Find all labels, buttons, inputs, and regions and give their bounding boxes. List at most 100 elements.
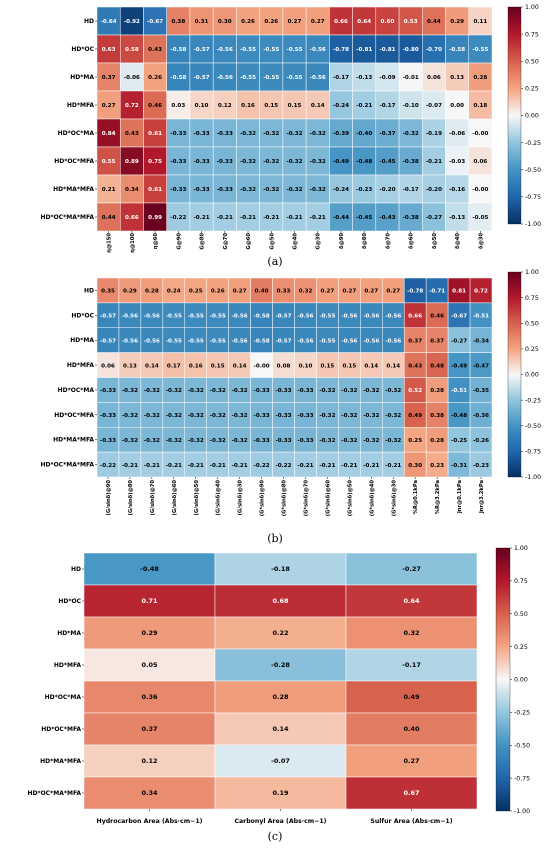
cell-value-label: -0.55 <box>166 314 182 320</box>
cell-value-label: -0.33 <box>100 438 116 444</box>
cell-value-label: 0.63 <box>102 47 116 53</box>
cell-value-label: -0.32 <box>232 388 248 394</box>
cell-value-label: -0.32 <box>341 413 357 419</box>
column-label: δ@60 <box>409 233 415 249</box>
cell-value-label: 0.14 <box>311 103 325 109</box>
heatmap-cell <box>214 584 347 618</box>
cell-value-label: -0.03 <box>449 159 465 165</box>
cell-value-label: -0.58 <box>449 47 465 53</box>
colorbar-tick-label: 0.75 <box>525 295 539 302</box>
cell-value-label: -0.16 <box>449 187 465 193</box>
colorbar-tick-label: -0.50 <box>525 167 541 174</box>
cell-value-label: -0.21 <box>263 215 279 221</box>
cell-value-label: -0.22 <box>100 463 116 469</box>
cell-value-label: -0.07 <box>426 103 442 109</box>
cell-value-label: -0.36 <box>473 413 489 419</box>
cell-value-label: 0.44 <box>102 215 116 221</box>
cell-value-label: 0.26 <box>241 19 255 25</box>
cell-value-label: -0.32 <box>232 438 248 444</box>
cell-value-label: -0.13 <box>449 215 465 221</box>
cell-value-label: -0.55 <box>210 338 226 344</box>
cell-value-label: 0.43 <box>408 363 422 369</box>
cell-value-label: -0.33 <box>170 159 186 165</box>
cell-value-label: -0.32 <box>122 438 138 444</box>
panel-caption: (b) <box>267 532 283 545</box>
cell-value-label: -0.57 <box>275 338 291 344</box>
cell-value-label: -0.28 <box>271 661 290 669</box>
cell-value-label: 0.06 <box>427 75 441 81</box>
colorbar-tick-label: 1.00 <box>514 545 528 552</box>
column-label: G@60 <box>246 233 252 250</box>
row-label: HD*MA*MFA <box>53 186 94 193</box>
cell-value-label: -0.32 <box>403 131 419 137</box>
cell-value-label: 0.43 <box>125 131 139 137</box>
row-label: HD*OC*MA*MFA <box>27 790 81 797</box>
row-label: HD*OC <box>58 598 81 605</box>
cell-value-label: 0.46 <box>148 103 162 109</box>
heatmap-cell <box>83 776 216 810</box>
cell-value-label: -0.27 <box>426 215 442 221</box>
cell-value-label: -0.55 <box>188 314 204 320</box>
cell-value-label: 0.46 <box>430 314 444 320</box>
heatmap-cell <box>83 744 216 778</box>
cell-value-label: -0.38 <box>403 215 419 221</box>
cell-value-label: -0.21 <box>363 463 379 469</box>
cell-value-label: -0.55 <box>263 75 279 81</box>
cell-value-label: -0.33 <box>217 131 233 137</box>
column-label: (G*sinδ)@40 <box>369 480 375 517</box>
colorbar-tick-label: -1.00 <box>525 221 541 228</box>
cell-value-label: 0.89 <box>125 159 139 165</box>
cell-value-label: -0.55 <box>472 47 488 53</box>
cell-value-label: 0.15 <box>288 103 302 109</box>
cell-value-label: -0.27 <box>402 565 421 573</box>
cell-value-label: 0.68 <box>272 597 289 605</box>
cell-value-label: 0.38 <box>430 413 444 419</box>
cell-value-label: -0.21 <box>286 215 302 221</box>
cell-value-label: -0.32 <box>166 413 182 419</box>
cell-value-label: 0.13 <box>123 363 137 369</box>
cell-value-label: -0.33 <box>193 187 209 193</box>
cell-value-label: 0.30 <box>218 19 232 25</box>
column-label: Jnr@3.2kPa <box>479 480 485 515</box>
cell-value-label: 0.40 <box>403 725 420 733</box>
cell-value-label: 0.05 <box>141 661 158 669</box>
column-label: (G*sinδ)@90 <box>260 480 266 517</box>
cell-value-label: 0.66 <box>125 215 139 221</box>
column-label: G@80 <box>200 233 206 250</box>
cell-value-label: -0.32 <box>286 159 302 165</box>
cell-value-label: -0.07 <box>271 757 290 765</box>
cell-value-label: -0.33 <box>297 413 313 419</box>
cell-value-label: -0.19 <box>426 131 442 137</box>
cell-value-label: -0.33 <box>275 388 291 394</box>
cell-value-label: 0.27 <box>102 103 116 109</box>
cell-value-label: -0.40 <box>356 131 372 137</box>
cell-value-label: 0.14 <box>272 725 289 733</box>
column-label: δ@30 <box>478 233 484 249</box>
cell-value-label: -0.55 <box>210 314 226 320</box>
row-label: HD*OC*MA*MFA <box>40 214 94 221</box>
column-label: Sulfur Area (Abs·cm−1) <box>370 818 452 825</box>
row-label: HD*OC*MA <box>58 387 95 394</box>
cell-value-label: 0.32 <box>299 289 313 295</box>
heatmap-cell <box>345 680 478 714</box>
cell-value-label: -0.32 <box>385 413 401 419</box>
cell-value-label: 0.36 <box>141 693 158 701</box>
cell-value-label: -0.32 <box>166 438 182 444</box>
cell-value-label: -0.56 <box>363 338 379 344</box>
cell-value-label: 0.31 <box>195 19 209 25</box>
column-label: δ@70 <box>385 233 391 249</box>
colorbar-tick-label: 0.75 <box>525 31 539 38</box>
cell-value-label: -0.27 <box>451 338 467 344</box>
cell-value-label: 0.43 <box>148 47 162 53</box>
cell-value-label: -0.32 <box>310 131 326 137</box>
cell-value-label: 0.00 <box>450 103 464 109</box>
colorbar-tick-label: -0.25 <box>525 397 541 404</box>
cell-value-label: -0.21 <box>193 215 209 221</box>
cell-value-label: -0.17 <box>333 75 349 81</box>
cell-value-label: 0.10 <box>299 363 313 369</box>
cell-value-label: -0.32 <box>232 413 248 419</box>
cell-value-label: -0.35 <box>473 388 489 394</box>
cell-value-label: -0.67 <box>451 314 467 320</box>
column-label: %R@0.1kPa <box>413 480 419 515</box>
cell-value-label: 0.58 <box>125 47 139 53</box>
